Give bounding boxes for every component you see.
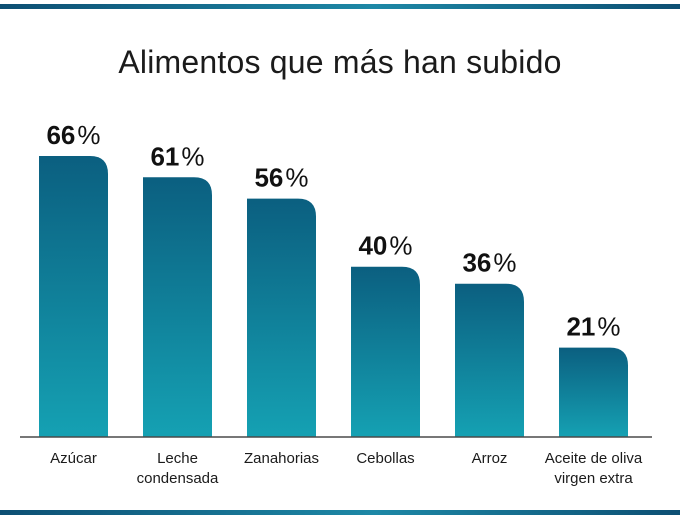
- top-accent-rule: [0, 4, 680, 9]
- bar-2: [247, 198, 316, 437]
- bottom-accent-rule: [0, 510, 680, 515]
- data-label-5: 21%: [566, 312, 620, 342]
- data-label-0: 66%: [46, 120, 100, 150]
- chart-title: Alimentos que más han subido: [118, 44, 562, 80]
- bar-3: [351, 266, 420, 437]
- category-label-1: Leche condensada: [137, 450, 219, 487]
- category-label-4: Arroz: [472, 450, 508, 467]
- category-label-5: Aceite de oliva virgen extra: [545, 450, 643, 487]
- bar-1: [143, 177, 212, 437]
- data-label-1: 61%: [150, 141, 204, 171]
- bars-group: 66% Azúcar 61% Leche condensada 56% Zanahorias…: [39, 120, 643, 487]
- bar-5: [559, 347, 628, 437]
- data-label-4: 36%: [462, 248, 516, 278]
- category-label-3: Cebollas: [356, 450, 414, 467]
- data-label-2: 56%: [254, 163, 308, 193]
- category-label-0: Azúcar: [50, 450, 97, 467]
- bar-0: [39, 156, 108, 437]
- category-label-2: Zanahorias: [244, 450, 319, 467]
- data-label-3: 40%: [358, 231, 412, 261]
- bar-4: [455, 283, 524, 437]
